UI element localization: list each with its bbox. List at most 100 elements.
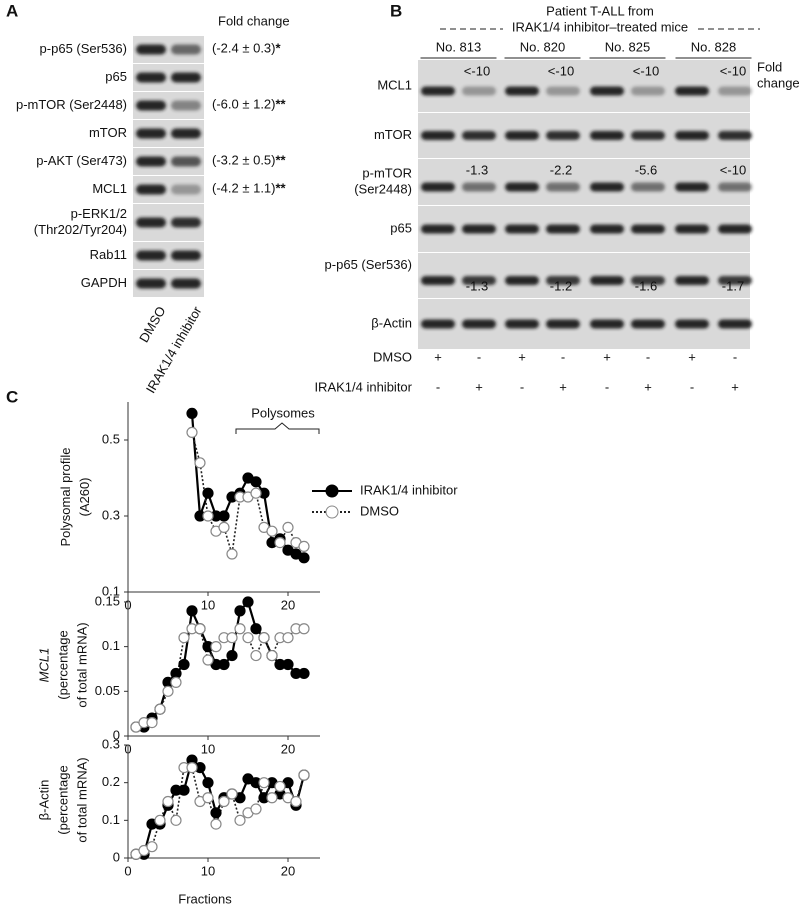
band [546,86,580,96]
blot-strip [418,159,752,205]
data-point [178,632,190,644]
data-point [210,818,222,830]
blot-strip [133,242,204,269]
data-point [202,777,214,789]
legend-label: IRAK1/4 inhibitor [360,482,458,497]
band [718,131,752,140]
band [718,224,752,234]
significance: * [276,41,282,56]
y-tick-label: 0.5 [102,431,120,446]
y-axis-title: of total mRNA) [74,757,89,842]
blot-strip [418,253,752,298]
fold-value: (-2.4 ± 0.3) [212,41,276,56]
fold-change: <-10 [720,162,746,177]
data-point [250,487,262,499]
row-label: GAPDH [81,275,127,290]
data-point [146,841,158,853]
data-point [242,596,254,608]
legend-marker [325,484,339,498]
annotation: Polysomes [251,405,315,420]
band [505,86,539,96]
row-label: p-mTOR (Ser2448) [16,97,127,112]
fold-change: (-3.2 ± 0.5)** [212,153,287,168]
data-point [178,658,190,671]
fold-change: <-10 [464,63,490,78]
treatment-sign: - [690,379,694,394]
band [631,224,665,234]
blot-strip [133,204,204,241]
blot-strip [418,113,752,158]
band [171,72,201,83]
fold-change: -1.2 [550,278,572,293]
data-point [274,536,286,549]
row-label: p-AKT (Ser473) [36,153,127,168]
treatment-sign: + [603,349,611,364]
band [462,319,496,329]
y-tick-label: 0.1 [102,812,120,827]
band [136,100,166,111]
fold-header: Fold [757,59,782,74]
data-point [162,685,174,697]
blot-strip [133,270,204,297]
treatment-sign: + [475,379,483,394]
treatment-label: DMSO [373,349,412,364]
y-tick-label: 0.3 [102,736,120,751]
significance: ** [276,153,287,168]
x-tick-label: 20 [281,597,295,612]
data-point [218,658,230,671]
band [718,276,752,285]
data-point [194,623,206,635]
band [462,276,496,285]
row-label: (Ser2448) [354,181,412,196]
fold-change: -1.3 [466,278,488,293]
row-label: mTOR [374,127,412,142]
band [675,224,709,234]
band [421,224,455,234]
band [718,86,752,96]
annotation-brace [235,422,320,434]
data-point [298,540,310,553]
data-point [242,632,254,644]
data-point [186,407,198,419]
treatment-sign: - [605,379,609,394]
data-point [234,605,246,617]
band [171,250,201,261]
treatment-sign: - [520,379,524,394]
row-label: MCL1 [377,77,412,92]
data-point [218,795,230,808]
band [171,217,201,228]
band [136,278,166,289]
band [421,86,455,96]
blot-box [418,253,750,298]
band [462,182,496,192]
series-line [190,413,305,559]
y-tick-label: 0.15 [95,593,120,608]
band [505,182,539,192]
fold-header: change [757,75,799,90]
x-tick-label: 20 [281,741,295,756]
treatment-sign: + [731,379,739,394]
data-point [210,807,222,819]
data-point [298,667,310,680]
row-label: p-p65 (Ser536) [325,257,412,272]
data-point [298,552,310,564]
y-axis-title: Polysomal profile [58,448,73,547]
data-point [274,780,286,793]
blot-strip [418,206,752,252]
band [546,182,580,192]
band [546,276,580,285]
data-point [202,487,214,499]
row-label: MCL1 [92,181,127,196]
fold-change: <-10 [720,63,746,78]
row-label: β-Actin [371,315,412,330]
y-tick-label: 0.1 [102,583,120,598]
band [631,131,665,140]
blot-strip [418,60,752,112]
blot-strip [133,64,204,91]
x-tick-label: 10 [201,741,215,756]
band [675,182,709,192]
data-point [170,676,182,688]
band [462,86,496,96]
band [546,131,580,140]
y-tick-label: 0.2 [102,774,120,789]
